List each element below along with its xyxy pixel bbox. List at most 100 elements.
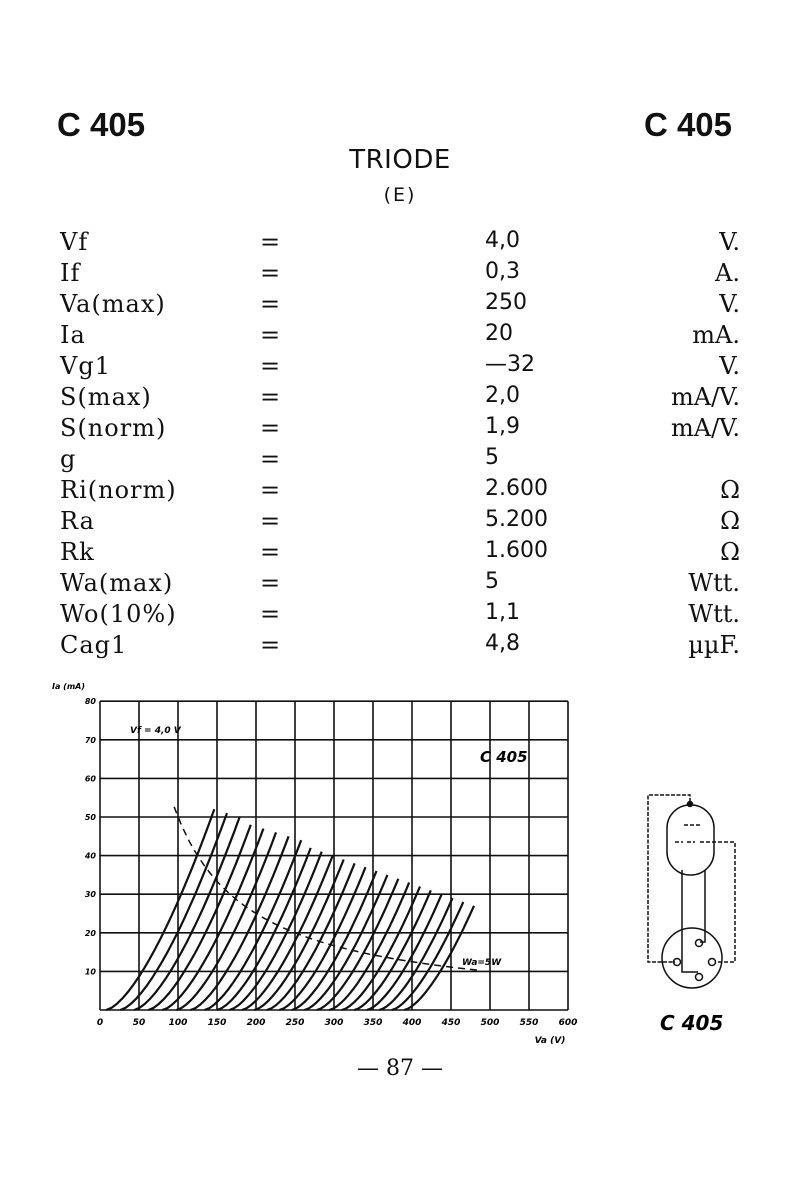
spec-label: Wo(10%): [60, 600, 177, 628]
equals-sign: =: [260, 414, 281, 442]
equals-sign: =: [260, 290, 281, 318]
spec-label: Ri(norm): [60, 476, 177, 504]
x-tick-label: 350: [364, 1018, 383, 1028]
spec-label: Wa(max): [60, 569, 174, 597]
x-tick-label: 550: [520, 1018, 539, 1028]
equals-sign: =: [260, 445, 281, 473]
characteristic-curve: [105, 808, 216, 1012]
x-tick-label: 250: [286, 1018, 305, 1028]
spec-unit: µµF.: [688, 631, 740, 659]
x-tick-label: 450: [441, 1018, 461, 1028]
spec-unit: mA/V.: [671, 414, 740, 442]
y-tick-label: 30: [85, 890, 97, 899]
equals-sign: =: [260, 228, 281, 256]
x-tick-label: 150: [208, 1018, 227, 1028]
tube-code-left: C 405: [57, 106, 146, 143]
characteristic-curve: [119, 812, 229, 1012]
x-axis-label: Va (V): [535, 1036, 566, 1046]
spec-value: 5: [485, 445, 499, 470]
spec-row: Wo(10%) = 1,1 Wtt.: [60, 600, 740, 631]
characteristic-curve: [328, 882, 411, 1012]
characteristic-curve: [341, 886, 422, 1012]
characteristic-curve: [254, 859, 345, 1012]
page-number: — 87 —: [357, 1056, 443, 1081]
x-tick-label: 200: [247, 1018, 266, 1028]
spec-label: Vf: [60, 228, 89, 256]
spec-row: S(norm) = 1,9 mA/V.: [60, 414, 740, 445]
spec-value: 250: [485, 290, 527, 315]
characteristic-curve: [391, 901, 465, 1012]
spec-value: 20: [485, 321, 513, 346]
dissipation-curve: [173, 806, 479, 971]
equals-sign: =: [260, 631, 281, 659]
tube-code-right: C 405: [643, 106, 732, 143]
y-tick-label: 20: [85, 929, 97, 938]
spec-row: Ia = 20 mA.: [60, 321, 740, 352]
spec-unit: Ω: [720, 476, 740, 504]
characteristic-curve: [316, 878, 400, 1012]
characteristic-curve: [279, 866, 367, 1012]
x-tick-label: 300: [325, 1018, 344, 1028]
spec-value: 5.200: [485, 507, 548, 532]
spec-unit: A.: [715, 259, 740, 287]
spec-label: Ia: [60, 321, 86, 349]
spec-unit: V.: [719, 228, 740, 256]
spec-row: If = 0,3 A.: [60, 259, 740, 290]
y-tick-label: 80: [85, 697, 97, 706]
y-tick-label: 40: [84, 852, 97, 861]
anode-characteristics-chart: 0 50 100 150 200 250 300 350 400 450 500 550 600 10 20…: [52, 682, 577, 1046]
spec-unit: mA/V.: [671, 383, 740, 411]
spec-label: S(max): [60, 383, 152, 411]
equals-sign: =: [260, 538, 281, 566]
spec-value: 4,0: [485, 228, 520, 253]
equals-sign: =: [260, 321, 281, 349]
y-tick-label: 50: [85, 813, 97, 822]
spec-label: S(norm): [60, 414, 167, 442]
equals-sign: =: [260, 569, 281, 597]
filament-annotation: Vf = 4,0 V: [130, 726, 182, 736]
spec-row: Wa(max) = 5 Wtt.: [60, 569, 740, 600]
spec-label: Ra: [60, 507, 95, 535]
spec-label: Rk: [60, 538, 95, 566]
spec-unit: Ω: [720, 538, 740, 566]
characteristic-curve: [304, 874, 389, 1012]
spec-value: 4,8: [485, 631, 520, 656]
characteristic-curve: [216, 847, 312, 1012]
spec-value: 0,3: [485, 259, 520, 284]
y-tick-label: 60: [85, 774, 97, 783]
spec-unit: Ω: [720, 507, 740, 535]
characteristic-curve: [204, 839, 303, 1012]
page-title: TRIODE: [349, 145, 451, 175]
spec-unit: V.: [719, 352, 740, 380]
characteristic-curve: [266, 862, 356, 1012]
spec-row: g = 5: [60, 445, 740, 476]
characteristic-curve: [133, 816, 241, 1012]
x-tick-label: 400: [402, 1018, 422, 1028]
page-subtitle: (E): [383, 184, 417, 206]
characteristic-curve: [353, 889, 432, 1012]
y-axis-label: Ia (mA): [52, 682, 85, 691]
diagram-label: C 405: [660, 1011, 723, 1035]
spec-row: Vf = 4,0 V.: [60, 228, 740, 259]
spec-value: 5: [485, 569, 499, 594]
spec-unit: V.: [719, 290, 740, 318]
characteristic-curve: [147, 824, 252, 1012]
characteristic-curve: [403, 905, 476, 1012]
x-tick-label: 0: [97, 1018, 103, 1028]
spec-row: Ra = 5.200 Ω: [60, 507, 740, 538]
spec-label: Vg1: [60, 352, 111, 380]
chart-title: C 405: [480, 748, 528, 766]
spec-value: 2,0: [485, 383, 520, 408]
spec-label: Va(max): [60, 290, 166, 318]
equals-sign: =: [260, 600, 281, 628]
characteristic-curve: [366, 893, 443, 1012]
spec-value: 1.600: [485, 538, 548, 563]
spec-value: —32: [485, 352, 535, 377]
spec-row: Rk = 1.600 Ω: [60, 538, 740, 569]
spec-row: Va(max) = 250 V.: [60, 290, 740, 321]
spec-row: Cag1 = 4,8 µµF.: [60, 631, 740, 662]
equals-sign: =: [260, 259, 281, 287]
spec-row: S(max) = 2,0 mA/V.: [60, 383, 740, 414]
equals-sign: =: [260, 507, 281, 535]
spec-unit: Wtt.: [688, 569, 740, 597]
